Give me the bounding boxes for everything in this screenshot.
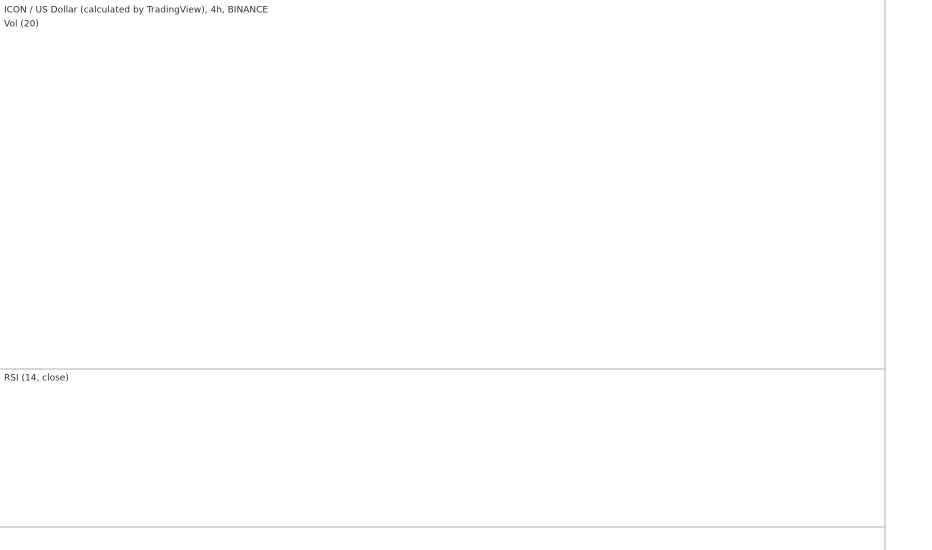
chart-title: ICON / US Dollar (calculated by TradingV… <box>4 6 268 16</box>
volume-label: Vol (20) <box>4 20 39 30</box>
rsi-title: RSI (14, close) <box>4 374 69 384</box>
